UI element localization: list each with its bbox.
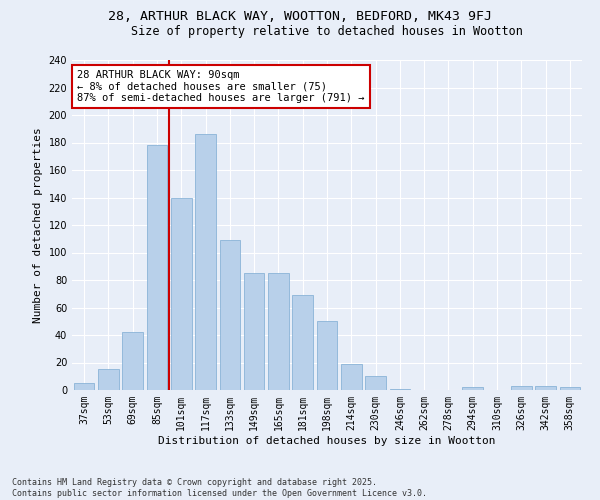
Bar: [560, 387, 580, 390]
Bar: [341, 364, 362, 390]
Text: Contains HM Land Registry data © Crown copyright and database right 2025.
Contai: Contains HM Land Registry data © Crown c…: [12, 478, 427, 498]
Bar: [535, 386, 556, 390]
Bar: [463, 387, 483, 390]
Bar: [317, 322, 337, 390]
Y-axis label: Number of detached properties: Number of detached properties: [33, 127, 43, 323]
Bar: [74, 383, 94, 390]
Bar: [365, 376, 386, 390]
Bar: [195, 134, 216, 390]
Bar: [292, 295, 313, 390]
Bar: [171, 198, 191, 390]
Bar: [389, 388, 410, 390]
Title: Size of property relative to detached houses in Wootton: Size of property relative to detached ho…: [131, 25, 523, 38]
Bar: [98, 370, 119, 390]
Bar: [220, 240, 240, 390]
Text: 28 ARTHUR BLACK WAY: 90sqm
← 8% of detached houses are smaller (75)
87% of semi-: 28 ARTHUR BLACK WAY: 90sqm ← 8% of detac…: [77, 70, 365, 103]
X-axis label: Distribution of detached houses by size in Wootton: Distribution of detached houses by size …: [158, 436, 496, 446]
Bar: [146, 145, 167, 390]
Bar: [244, 273, 265, 390]
Bar: [122, 332, 143, 390]
Bar: [268, 273, 289, 390]
Bar: [511, 386, 532, 390]
Text: 28, ARTHUR BLACK WAY, WOOTTON, BEDFORD, MK43 9FJ: 28, ARTHUR BLACK WAY, WOOTTON, BEDFORD, …: [108, 10, 492, 23]
